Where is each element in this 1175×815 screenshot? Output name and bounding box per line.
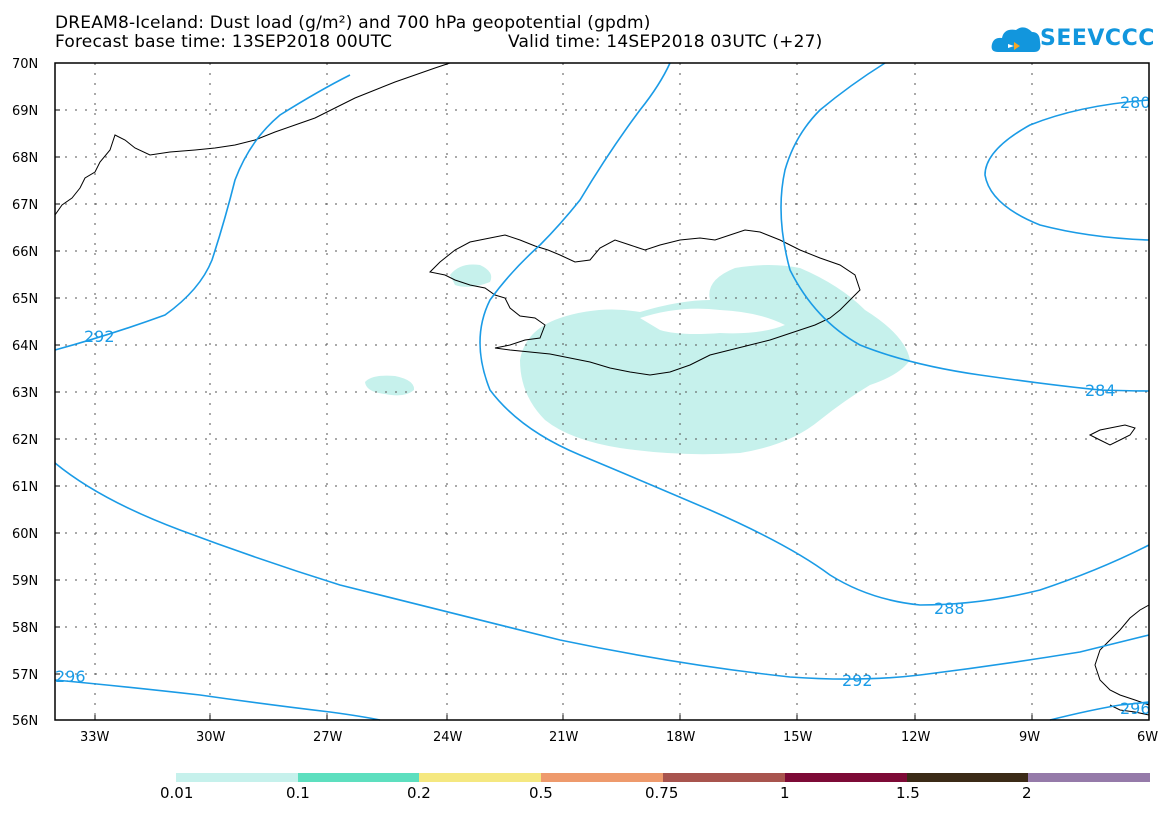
legend-swatch bbox=[785, 773, 907, 782]
forecast-base-time: Forecast base time: 13SEP2018 00UTC bbox=[55, 32, 393, 52]
legend-swatch bbox=[1028, 773, 1150, 782]
legend-swatch bbox=[541, 773, 663, 782]
lon-label: 24W bbox=[433, 730, 463, 745]
lon-label: 18W bbox=[666, 730, 696, 745]
legend-label: 1 bbox=[780, 784, 790, 802]
contour-label: 284 bbox=[1085, 381, 1116, 400]
lat-label: 68N bbox=[12, 151, 38, 166]
lon-label: 9W bbox=[1019, 730, 1040, 745]
lat-label: 64N bbox=[12, 339, 38, 354]
lat-label: 62N bbox=[12, 433, 38, 448]
lat-label: 59N bbox=[12, 574, 38, 589]
lat-label: 70N bbox=[12, 57, 38, 72]
map-title: DREAM8-Iceland: Dust load (g/m²) and 700… bbox=[55, 13, 651, 33]
lon-label: 21W bbox=[549, 730, 579, 745]
legend-swatch bbox=[298, 773, 419, 782]
legend-label: 0.5 bbox=[529, 784, 553, 802]
lat-label: 56N bbox=[12, 714, 38, 729]
contour-label: 288 bbox=[934, 599, 965, 618]
lat-label: 61N bbox=[12, 480, 38, 495]
legend-label: 0.2 bbox=[407, 784, 431, 802]
legend-label: 0.1 bbox=[286, 784, 310, 802]
logo-text: SEEVCCC bbox=[1040, 26, 1155, 51]
lat-label: 65N bbox=[12, 292, 38, 307]
lat-label: 57N bbox=[12, 668, 38, 683]
legend-label: 1.5 bbox=[896, 784, 920, 802]
contour-label: 296 bbox=[1120, 699, 1151, 718]
lat-label: 63N bbox=[12, 386, 38, 401]
dust-shading bbox=[365, 264, 910, 455]
valid-time: Valid time: 14SEP2018 03UTC (+27) bbox=[508, 32, 823, 52]
lat-label: 58N bbox=[12, 621, 38, 636]
coastlines bbox=[54, 62, 1150, 716]
lon-label: 15W bbox=[783, 730, 813, 745]
lon-label: 27W bbox=[313, 730, 343, 745]
contour-label: 296 bbox=[55, 667, 86, 686]
geopotential-contours bbox=[54, 62, 1150, 721]
legend-swatch bbox=[419, 773, 541, 782]
lon-label: 30W bbox=[196, 730, 226, 745]
lat-label: 67N bbox=[12, 198, 38, 213]
lat-label: 60N bbox=[12, 527, 38, 542]
legend-swatch bbox=[663, 773, 785, 782]
legend-swatch bbox=[176, 773, 298, 782]
grid bbox=[55, 63, 1149, 720]
lat-label: 69N bbox=[12, 104, 38, 119]
legend-label: 0.01 bbox=[160, 784, 194, 802]
legend-label: 2 bbox=[1022, 784, 1032, 802]
contour-label: 292 bbox=[842, 671, 873, 690]
legend-swatch bbox=[907, 773, 1028, 782]
lon-label: 12W bbox=[901, 730, 931, 745]
lon-label: 6W bbox=[1137, 730, 1158, 745]
contour-label: 292 bbox=[84, 327, 115, 346]
lat-label: 66N bbox=[12, 245, 38, 260]
contour-label: 280 bbox=[1120, 93, 1151, 112]
lon-label: 33W bbox=[80, 730, 110, 745]
cloud-icon bbox=[991, 27, 1041, 52]
legend-label: 0.75 bbox=[645, 784, 679, 802]
